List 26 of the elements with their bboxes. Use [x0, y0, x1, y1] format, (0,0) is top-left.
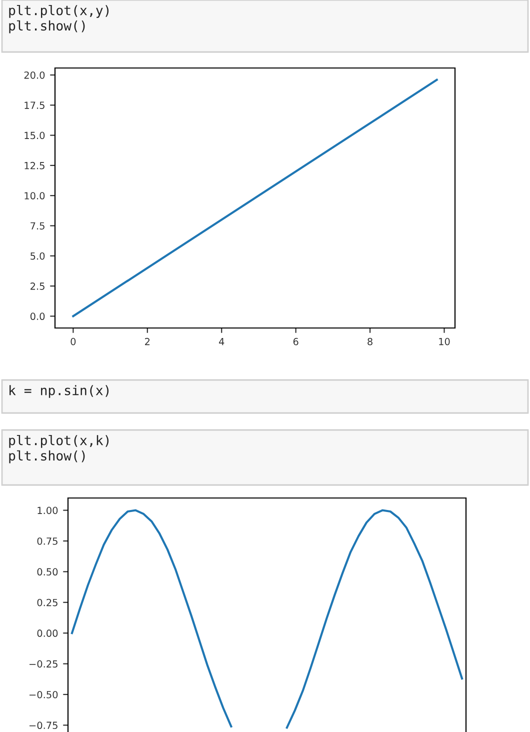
text: plt.plot(x,k) plt.show(): [9, 435, 109, 464]
x-tick-label: 0: [70, 338, 76, 346]
y-tick-label: 2.5: [30, 282, 44, 290]
y-tick-label: 10.0: [24, 192, 45, 200]
text: k = np.sin(x): [10, 385, 109, 398]
y-tick-label: 0.50: [37, 568, 58, 576]
y-tick-label: 20.0: [24, 71, 45, 79]
x-tick-label: 2: [145, 338, 150, 346]
y-tick-label: 12.5: [24, 162, 44, 170]
y-tick-label: 1.00: [38, 506, 58, 514]
x-tick-label: 4: [218, 338, 224, 346]
y-tick-label: 0.25: [37, 598, 58, 606]
y-tick-label: 5.0: [30, 252, 45, 260]
y-tick-label: −0.50: [30, 690, 58, 698]
x-tick-label: 6: [293, 338, 298, 346]
y-tick-label: −0.25: [30, 660, 58, 668]
x-tick-label: 8: [368, 338, 372, 346]
y-tick-label: 0.0: [30, 312, 45, 320]
y-tick-label: 15.0: [24, 132, 45, 140]
y-tick-label: 17.5: [24, 102, 44, 109]
y-tick-label: 7.5: [30, 222, 44, 230]
x-tick-label: 10: [439, 338, 450, 346]
text: plt.plot(x,y) plt.show(): [9, 5, 109, 34]
y-tick-label: −0.75: [30, 722, 58, 730]
y-tick-label: 0.75: [37, 537, 58, 545]
y-tick-label: 0.00: [37, 630, 58, 637]
